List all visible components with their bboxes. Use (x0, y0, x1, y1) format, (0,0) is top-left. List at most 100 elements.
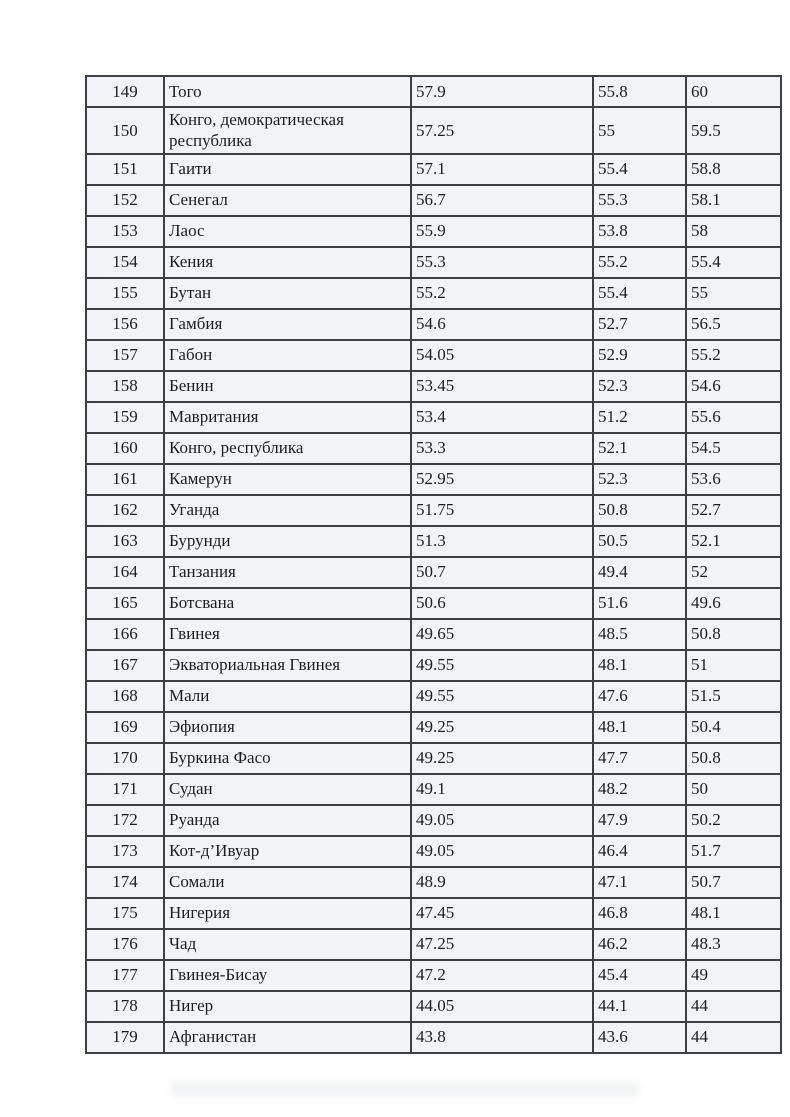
value-cell-2: 55 (592, 106, 687, 155)
value-cell-2: 52.7 (592, 307, 687, 341)
country-cell: Эфиопия (163, 710, 412, 744)
value-cell-2: 55.4 (592, 276, 687, 310)
country-cell: Афганистан (163, 1020, 412, 1054)
value-cell-1: 44.05 (410, 989, 594, 1023)
country-cell: Нигерия (163, 896, 412, 930)
value-cell-1: 49.1 (410, 772, 594, 806)
rank-cell: 149 (85, 75, 165, 108)
value-cell-3: 48.3 (685, 927, 782, 961)
table-row: 175 Нигерия 47.45 46.8 48.1 (85, 896, 782, 930)
value-cell-3: 58 (685, 214, 782, 248)
country-cell: Конго, республика (163, 431, 412, 465)
value-cell-3: 59.5 (685, 106, 782, 155)
value-cell-2: 48.2 (592, 772, 687, 806)
value-cell-3: 52 (685, 555, 782, 589)
rank-cell: 173 (85, 834, 165, 868)
table-row: 158 Бенин 53.45 52.3 54.6 (85, 369, 782, 403)
value-cell-3: 49.6 (685, 586, 782, 620)
value-cell-1: 57.9 (410, 75, 594, 108)
value-cell-3: 54.6 (685, 369, 782, 403)
table-row: 160 Конго, республика 53.3 52.1 54.5 (85, 431, 782, 465)
scan-smudge-artifact (170, 1082, 640, 1096)
value-cell-2: 52.1 (592, 431, 687, 465)
table-row: 167 Экваториальная Гвинея 49.55 48.1 51 (85, 648, 782, 682)
country-cell: Гаити (163, 152, 412, 186)
country-cell: Того (163, 75, 412, 108)
value-cell-2: 51.6 (592, 586, 687, 620)
value-cell-3: 50.8 (685, 741, 782, 775)
country-cell: Конго, демократическая республика (163, 106, 412, 155)
rank-cell: 172 (85, 803, 165, 837)
value-cell-3: 55.4 (685, 245, 782, 279)
table-row: 161 Камерун 52.95 52.3 53.6 (85, 462, 782, 496)
value-cell-1: 57.25 (410, 106, 594, 155)
value-cell-2: 55.3 (592, 183, 687, 217)
value-cell-1: 53.4 (410, 400, 594, 434)
table-row: 151 Гаити 57.1 55.4 58.8 (85, 152, 782, 186)
rank-cell: 171 (85, 772, 165, 806)
table-row: 153 Лаос 55.9 53.8 58 (85, 214, 782, 248)
country-cell: Камерун (163, 462, 412, 496)
rank-cell: 177 (85, 958, 165, 992)
table-row: 164 Танзания 50.7 49.4 52 (85, 555, 782, 589)
value-cell-3: 60 (685, 75, 782, 108)
value-cell-2: 47.9 (592, 803, 687, 837)
value-cell-3: 54.5 (685, 431, 782, 465)
country-cell: Нигер (163, 989, 412, 1023)
rank-cell: 176 (85, 927, 165, 961)
table-row: 156 Гамбия 54.6 52.7 56.5 (85, 307, 782, 341)
value-cell-1: 52.95 (410, 462, 594, 496)
value-cell-2: 49.4 (592, 555, 687, 589)
value-cell-2: 44.1 (592, 989, 687, 1023)
value-cell-1: 49.25 (410, 710, 594, 744)
value-cell-2: 52.3 (592, 369, 687, 403)
table-row: 170 Буркина Фасо 49.25 47.7 50.8 (85, 741, 782, 775)
value-cell-3: 55.2 (685, 338, 782, 372)
table-row: 177 Гвинея-Бисау 47.2 45.4 49 (85, 958, 782, 992)
country-cell: Танзания (163, 555, 412, 589)
table-row: 149 Того 57.9 55.8 60 (85, 75, 782, 108)
value-cell-1: 47.45 (410, 896, 594, 930)
value-cell-1: 55.2 (410, 276, 594, 310)
rank-cell: 162 (85, 493, 165, 527)
rank-cell: 161 (85, 462, 165, 496)
value-cell-1: 51.3 (410, 524, 594, 558)
table-row: 174 Сомали 48.9 47.1 50.7 (85, 865, 782, 899)
value-cell-1: 53.45 (410, 369, 594, 403)
table-row: 159 Мавритания 53.4 51.2 55.6 (85, 400, 782, 434)
value-cell-2: 48.1 (592, 648, 687, 682)
value-cell-3: 51.5 (685, 679, 782, 713)
value-cell-2: 50.8 (592, 493, 687, 527)
rank-cell: 157 (85, 338, 165, 372)
value-cell-2: 46.8 (592, 896, 687, 930)
country-cell: Кот-д’Ивуар (163, 834, 412, 868)
value-cell-2: 55.2 (592, 245, 687, 279)
value-cell-3: 50 (685, 772, 782, 806)
value-cell-3: 55 (685, 276, 782, 310)
rank-cell: 169 (85, 710, 165, 744)
rank-cell: 151 (85, 152, 165, 186)
rank-cell: 174 (85, 865, 165, 899)
country-cell: Сенегал (163, 183, 412, 217)
table-row: 162 Уганда 51.75 50.8 52.7 (85, 493, 782, 527)
rank-cell: 160 (85, 431, 165, 465)
value-cell-1: 50.6 (410, 586, 594, 620)
value-cell-3: 51 (685, 648, 782, 682)
country-cell: Габон (163, 338, 412, 372)
value-cell-1: 47.25 (410, 927, 594, 961)
value-cell-1: 49.05 (410, 834, 594, 868)
value-cell-1: 49.55 (410, 648, 594, 682)
value-cell-1: 48.9 (410, 865, 594, 899)
rank-cell: 165 (85, 586, 165, 620)
country-cell: Гвинея-Бисау (163, 958, 412, 992)
value-cell-3: 53.6 (685, 462, 782, 496)
table-row: 179 Афганистан 43.8 43.6 44 (85, 1020, 782, 1054)
rank-cell: 175 (85, 896, 165, 930)
rank-cell: 179 (85, 1020, 165, 1054)
table-row: 169 Эфиопия 49.25 48.1 50.4 (85, 710, 782, 744)
rank-cell: 150 (85, 106, 165, 155)
rank-cell: 170 (85, 741, 165, 775)
country-cell: Уганда (163, 493, 412, 527)
table-row: 152 Сенегал 56.7 55.3 58.1 (85, 183, 782, 217)
value-cell-1: 55.3 (410, 245, 594, 279)
